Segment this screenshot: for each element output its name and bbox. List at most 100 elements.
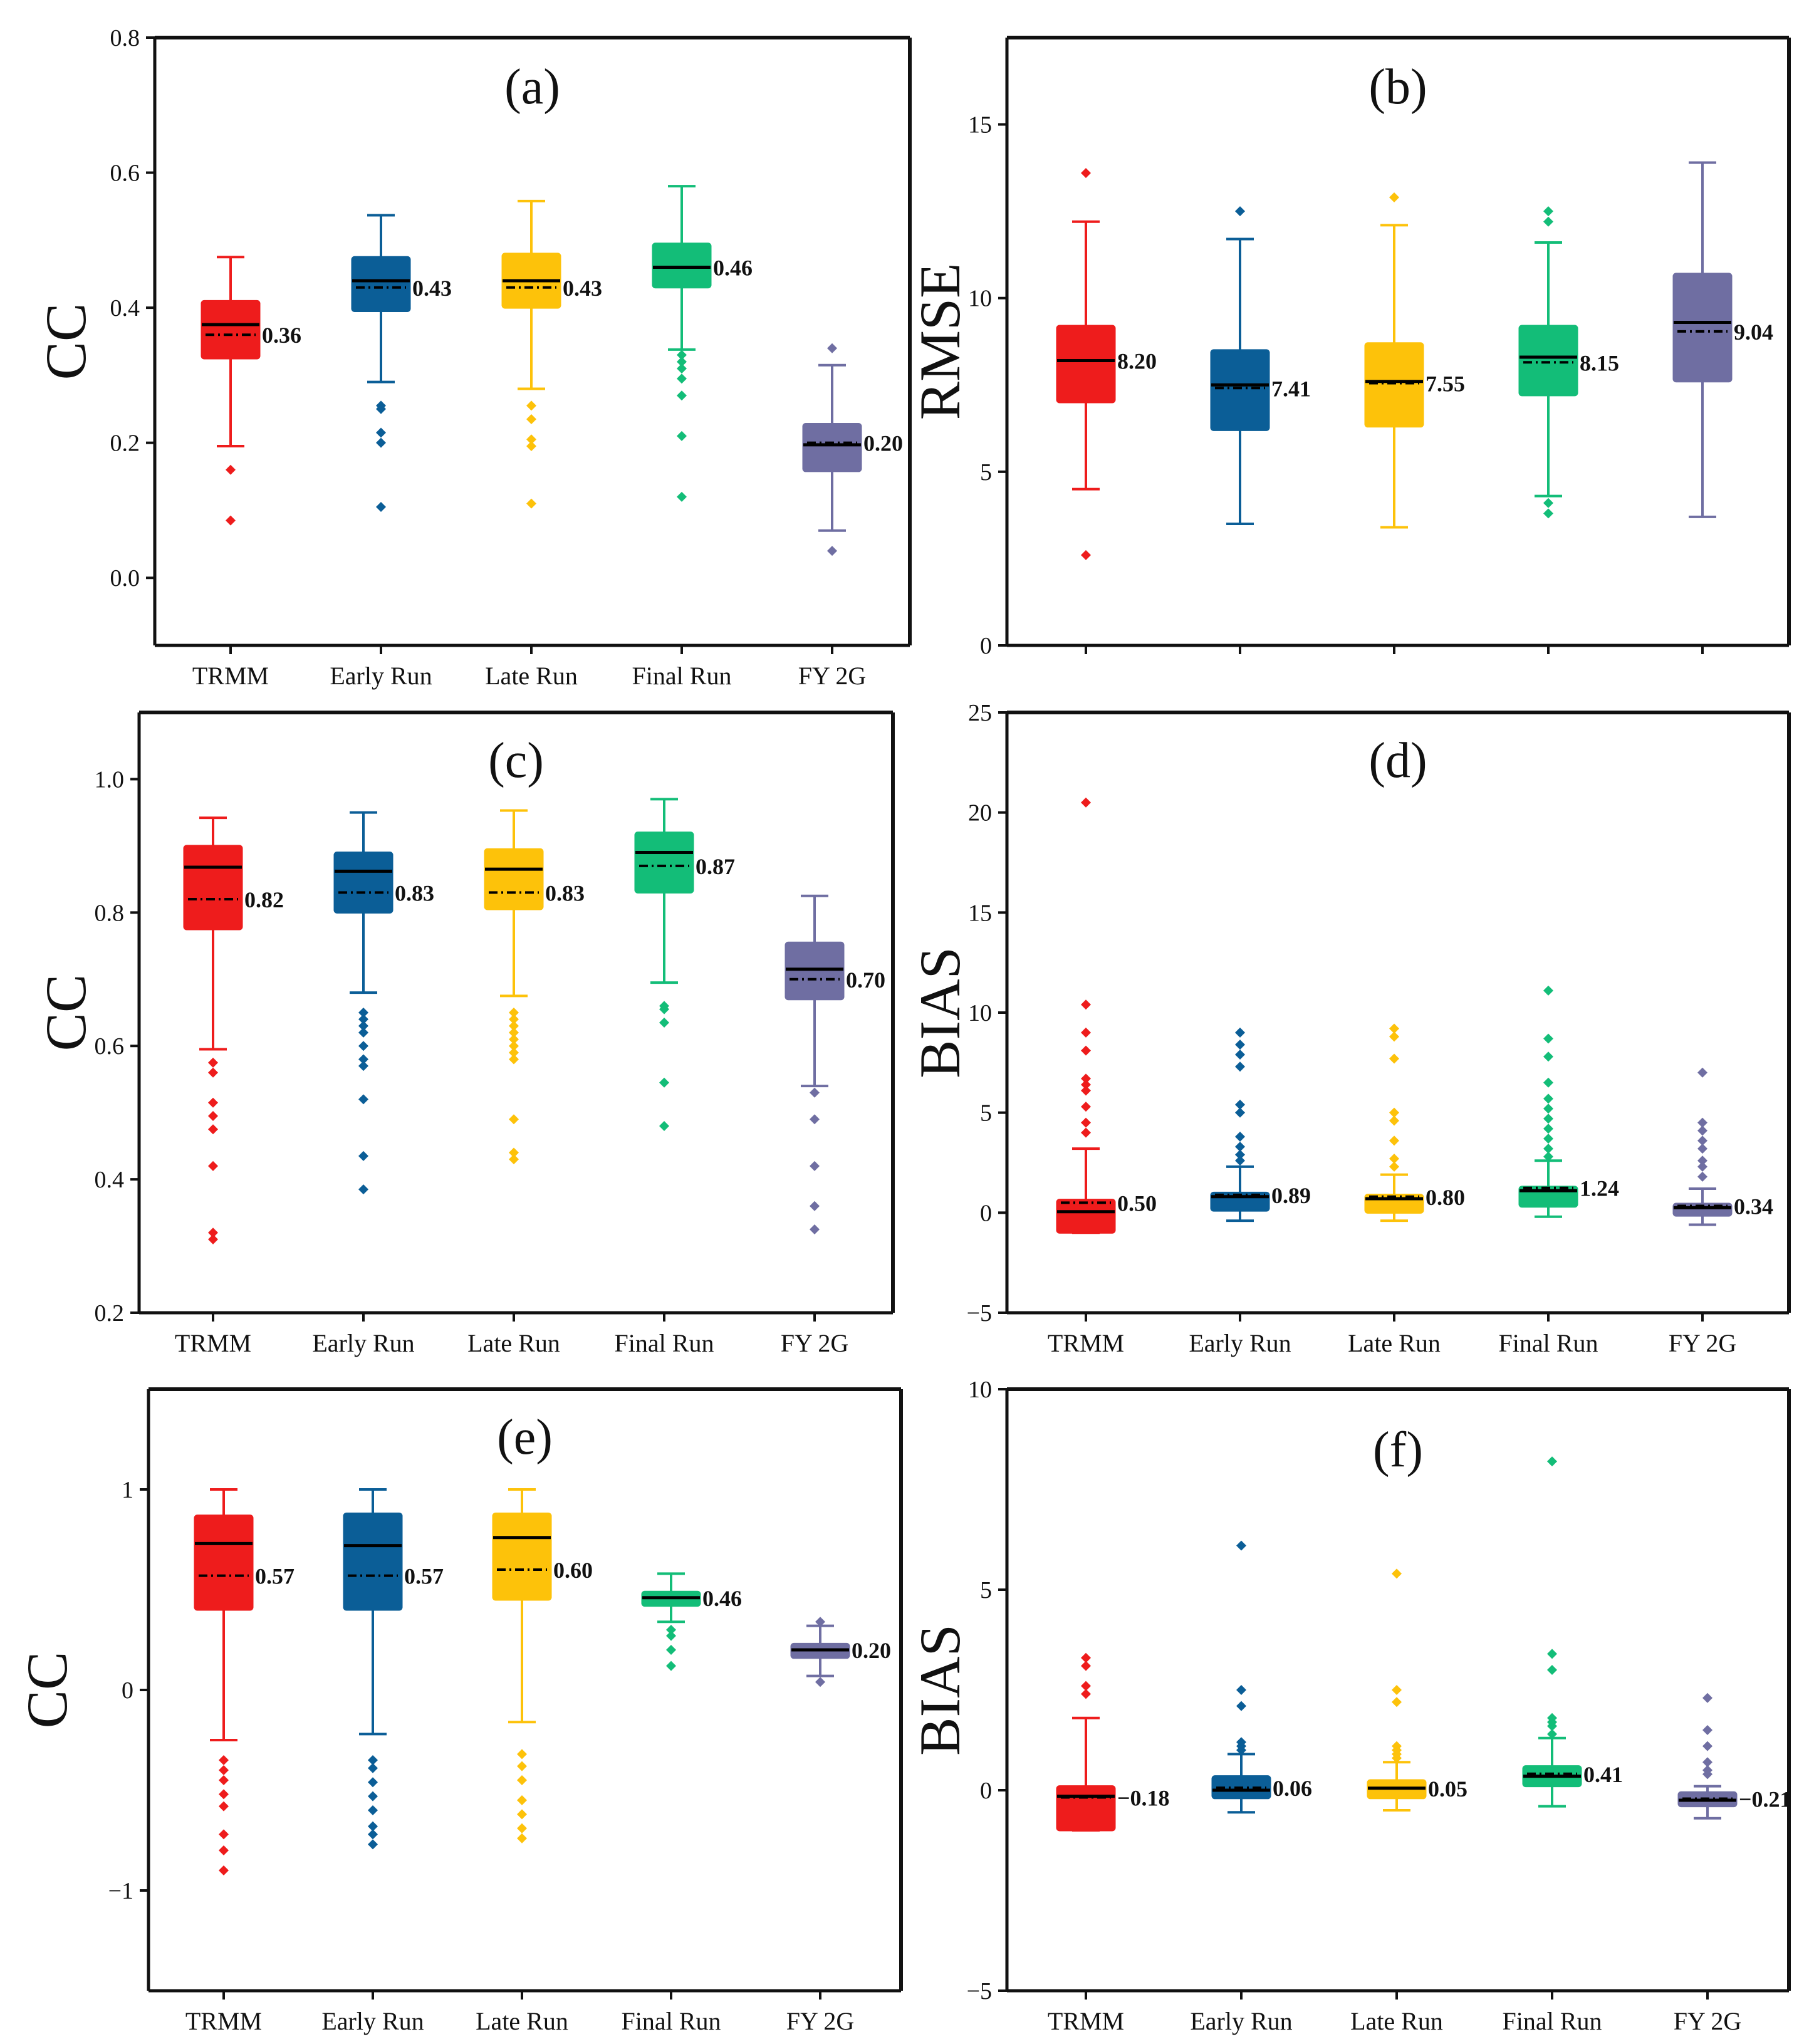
outlier-point [358, 1008, 368, 1018]
outlier-point [208, 1067, 218, 1078]
box-late-run: 0.83 [484, 809, 585, 1165]
y-tick-label: 0 [980, 1778, 992, 1804]
mean-label: 0.43 [563, 276, 602, 301]
outlier-point [219, 1765, 229, 1775]
x-tick-label: Late Run [467, 1329, 560, 1357]
y-tick-label: −5 [967, 1978, 992, 2005]
outlier-point [1081, 1045, 1091, 1056]
outlier-point [509, 1041, 519, 1051]
outlier-point [1543, 1051, 1553, 1062]
x-tick-label: Final Run [615, 1329, 714, 1357]
mean-label: 9.04 [1734, 320, 1773, 345]
mean-label: 0.36 [262, 323, 301, 348]
outlier-point [1236, 1745, 1246, 1755]
outlier-point [1702, 1757, 1712, 1768]
y-tick-label: 0.6 [95, 1033, 125, 1060]
box-body [1518, 325, 1578, 397]
outlier-point [1081, 1661, 1091, 1671]
outlier-point [1697, 1135, 1707, 1146]
box-body [343, 1512, 403, 1611]
x-tick-label: Early Run [330, 662, 432, 690]
y-tick-label: 0 [980, 1200, 992, 1226]
outlier-point [1389, 1115, 1399, 1126]
box-fy-2g: 0.34 [1672, 1067, 1773, 1226]
box-body [785, 941, 845, 1001]
outlier-point [1543, 1033, 1553, 1044]
outlier-point [1235, 1131, 1245, 1142]
outlier-point [1702, 1741, 1712, 1751]
y-tick-label: 0.8 [110, 25, 140, 51]
panel-d: −5 0 5 10 15 20 25 BIAS (d) 0.50 TRMM 0.89 Early Run… [908, 700, 1791, 1357]
outlier-point [526, 434, 536, 445]
y-tick-label: 0.4 [110, 295, 140, 321]
x-tick-label: Early Run [321, 2007, 424, 2035]
box-trmm: 0.57 [194, 1488, 295, 1875]
outlier-point [1081, 168, 1091, 179]
outlier-point [219, 1801, 229, 1812]
outlier-point [1235, 1061, 1245, 1072]
outlier-point [1543, 206, 1553, 217]
mean-label: 0.06 [1273, 1776, 1312, 1801]
outlier-point [1081, 1073, 1091, 1084]
outlier-point [1389, 1161, 1399, 1172]
outlier-point [1543, 1093, 1553, 1104]
outlier-point [1389, 1023, 1399, 1034]
outlier-point [509, 1154, 519, 1165]
panel-b: 0 5 10 15 RMSE (b) 8.20 7.41 7.55 8.15 9.04 [908, 36, 1791, 659]
mean-label: 8.20 [1117, 348, 1157, 373]
y-tick-label: 5 [980, 459, 992, 486]
outlier-point [1543, 216, 1553, 227]
outlier-point [1697, 1117, 1707, 1128]
outlier-point [368, 1839, 378, 1850]
mean-label: 0.43 [412, 276, 452, 301]
outlier-point [1081, 1079, 1091, 1090]
box-body [333, 852, 394, 914]
mean-label: 0.20 [863, 431, 903, 456]
outlier-point [677, 363, 687, 374]
outlier-point [1543, 1144, 1553, 1154]
panel-e: −1 0 1 CC (e) 0.57 TRMM 0.57 Early Run 0.60 Late R… [15, 1387, 903, 2035]
outlier-point [526, 498, 536, 509]
y-tick-label: 5 [980, 1100, 992, 1127]
outlier-point [208, 1160, 218, 1171]
outlier-point [368, 1777, 378, 1788]
mean-label: 1.24 [1580, 1176, 1619, 1201]
x-tick-label: TRMM [175, 1329, 251, 1357]
outlier-point [677, 373, 687, 384]
outlier-point [1697, 1161, 1707, 1172]
outlier-point [810, 1201, 820, 1211]
y-tick-label: 10 [968, 1377, 992, 1403]
box-late-run: 0.80 [1364, 1023, 1465, 1223]
box-body [802, 422, 862, 472]
outlier-point [1543, 498, 1553, 508]
box-body [351, 256, 411, 312]
box-body [1056, 325, 1116, 404]
x-tick-label: TRMM [1048, 1329, 1124, 1357]
outlier-point [1547, 1456, 1557, 1467]
outlier-point [1081, 1689, 1091, 1699]
outlier-point [1697, 1171, 1707, 1182]
outlier-point [509, 1054, 519, 1065]
outlier-point [1389, 1154, 1399, 1164]
y-axis-label: CC [34, 974, 98, 1051]
outlier-point [1547, 1721, 1557, 1731]
mean-label: 0.70 [846, 967, 885, 993]
x-tick-label: Late Run [1348, 1329, 1441, 1357]
mean-label: 0.83 [395, 880, 434, 905]
x-tick-label: TRMM [185, 2007, 262, 2035]
outlier-point [517, 1809, 527, 1820]
mean-label: 0.41 [1583, 1762, 1623, 1787]
outlier-point [368, 1821, 378, 1832]
y-axis-label: BIAS [908, 947, 972, 1078]
outlier-point [1081, 797, 1091, 808]
y-tick-label: 10 [968, 286, 992, 312]
y-tick-label: 15 [968, 900, 992, 926]
outlier-point [509, 1147, 519, 1158]
y-tick-label: 1 [122, 1477, 133, 1503]
box-body [183, 845, 243, 931]
outlier-point [810, 1114, 820, 1125]
y-tick-label: 1.0 [95, 766, 125, 793]
outlier-point [1081, 550, 1091, 560]
outlier-point [1543, 985, 1553, 996]
panel-f: −5 0 5 10 BIAS (f) −0.18 TRMM 0.06 Early Run 0.05 L… [908, 1377, 1791, 2035]
